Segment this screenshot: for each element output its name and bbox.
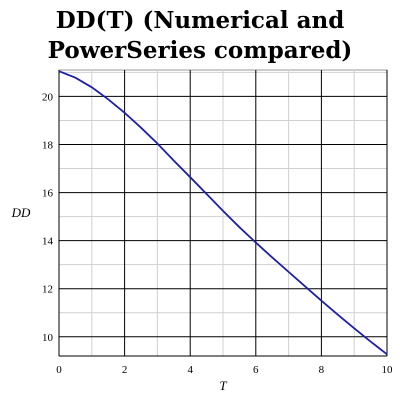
x-tick-label: 10	[382, 364, 394, 376]
y-tick-label: 18	[42, 140, 54, 152]
chart-title-line-2: PowerSeries compared)	[47, 37, 353, 64]
x-tick-label: 0	[56, 364, 62, 376]
chart-title-line-1: DD(T) (Numerical and	[55, 7, 345, 34]
y-axis-title: DD	[11, 205, 31, 220]
y-tick-label: 12	[42, 284, 53, 296]
x-axis-title: T	[219, 378, 227, 393]
series-line	[58, 70, 388, 356]
y-tick-label: 14	[42, 236, 54, 248]
x-tick-label: 4	[187, 364, 193, 376]
axes	[58, 70, 387, 357]
x-tick-label: 2	[122, 364, 128, 376]
chart-title: DD(T) (Numerical and PowerSeries compare…	[0, 6, 400, 66]
y-tick-label: 10	[42, 332, 54, 344]
tick-labels: 0 2 4 6 8 10 10 12 14 16 18 20	[42, 91, 393, 376]
grid	[58, 69, 388, 357]
x-tick-label: 6	[253, 364, 259, 376]
x-tick-label: 8	[319, 364, 325, 376]
y-tick-label: 16	[42, 188, 54, 200]
y-tick-label: 20	[42, 91, 54, 103]
series-layer	[58, 70, 388, 356]
